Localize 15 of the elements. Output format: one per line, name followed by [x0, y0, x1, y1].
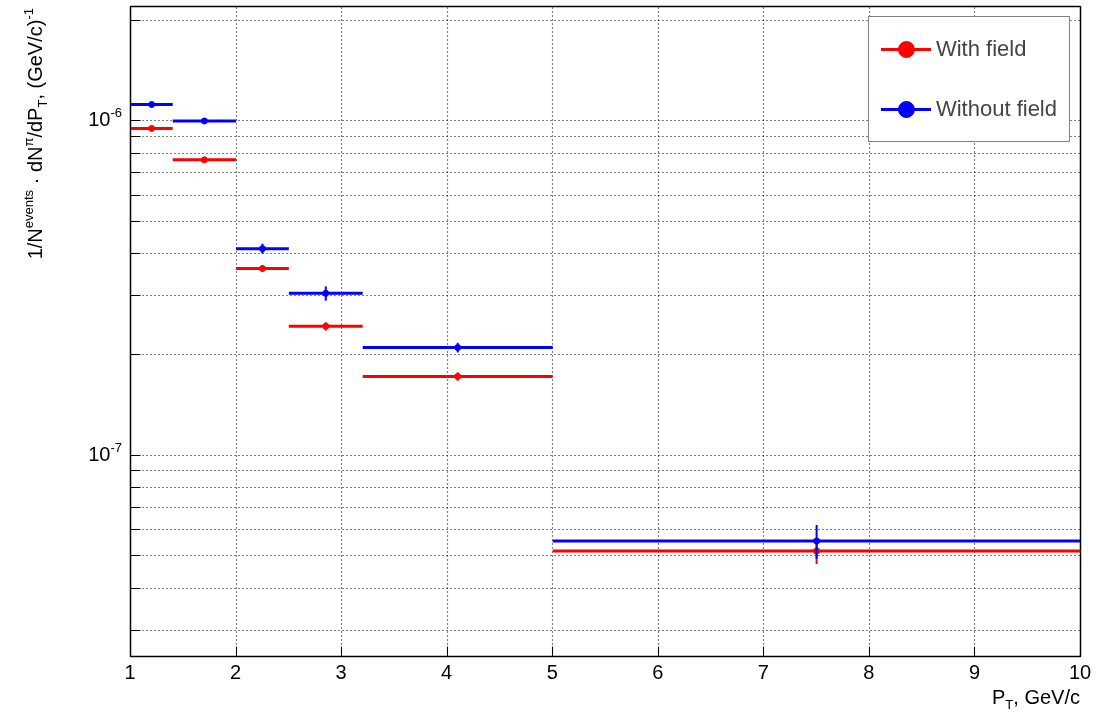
x-tick-label: 10 [1068, 661, 1092, 683]
x-tick-label: 4 [441, 661, 453, 683]
y-tick-label: 10$^{-6}$ [88, 105, 122, 131]
x-tick-label: 1 [124, 661, 136, 683]
x-tick-label: 5 [546, 661, 558, 683]
x-tick-label: 6 [652, 661, 664, 683]
x-tick-label: 8 [863, 661, 875, 683]
x-tick-label: 7 [757, 661, 769, 683]
legend-label: With field [935, 36, 1027, 62]
x-axis-title: P$_{T}$, GeV/c [992, 686, 1080, 712]
x-tick-label: 3 [335, 661, 347, 683]
x-tick-label: 9 [968, 661, 980, 683]
y-tick-label: 10$^{-7}$ [88, 439, 122, 465]
x-tick-label: 2 [229, 661, 242, 683]
legend-label: Without field [935, 96, 1057, 122]
